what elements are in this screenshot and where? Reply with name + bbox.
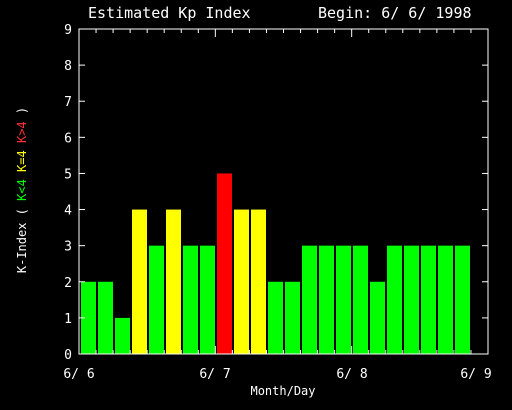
y-tick-label: 1: [64, 312, 72, 327]
bar: [319, 245, 334, 354]
y-label-suffix: ): [15, 106, 29, 122]
bar: [455, 245, 470, 354]
bar: [285, 281, 300, 354]
bar: [251, 209, 266, 354]
x-axis-label: Month/Day: [250, 384, 316, 398]
y-tick-label: 0: [64, 348, 72, 363]
x-tick-label: 6/ 8: [336, 367, 367, 382]
bar: [200, 245, 215, 354]
y-label-red: K>4: [15, 121, 29, 144]
bar: [166, 209, 181, 354]
bar: [404, 245, 419, 354]
bar: [234, 209, 249, 354]
y-tick-label: 9: [64, 23, 72, 38]
bar: [302, 245, 317, 354]
x-tick-label: 6/ 9: [460, 367, 491, 382]
y-tick-label: 8: [64, 59, 72, 74]
y-axis-label: K-Index ( K<4 K=4 K>4 ): [15, 107, 29, 273]
y-tick-label: 7: [64, 95, 72, 110]
bar: [353, 245, 368, 354]
y-label-prefix: K-Index (: [15, 200, 29, 274]
bar: [115, 317, 130, 354]
bar: [268, 281, 283, 354]
bar: [132, 209, 147, 354]
x-axis: 6/ 6 6/ 7 6/ 8 6/ 9: [63, 29, 492, 382]
bar: [438, 245, 453, 354]
chart-title: Estimated Kp Index: [88, 4, 251, 22]
y-tick-label: 6: [64, 131, 72, 146]
y-label-green: K<4: [15, 179, 29, 201]
bar: [421, 245, 436, 354]
bar: [81, 281, 96, 354]
y-tick-label: 5: [64, 167, 72, 182]
y-tick-label: 3: [64, 240, 72, 255]
y-tick-label: 4: [64, 204, 72, 219]
chart-begin-date: Begin: 6/ 6/ 1998: [318, 4, 472, 22]
x-tick-label: 6/ 7: [199, 367, 230, 382]
y-axis: 0 1 2 3 4 5 6 7 8 9: [64, 23, 488, 363]
bar: [183, 245, 198, 354]
y-label-yellow: K=4: [15, 150, 29, 172]
bar: [370, 281, 385, 354]
y-tick-label: 2: [64, 276, 72, 291]
x-tick-label: 6/ 6: [63, 367, 94, 382]
bar: [387, 245, 402, 354]
bar: [98, 281, 113, 354]
bar: [336, 245, 351, 354]
bar: [149, 245, 164, 354]
bar: [217, 173, 232, 354]
bars-group: [81, 173, 470, 354]
